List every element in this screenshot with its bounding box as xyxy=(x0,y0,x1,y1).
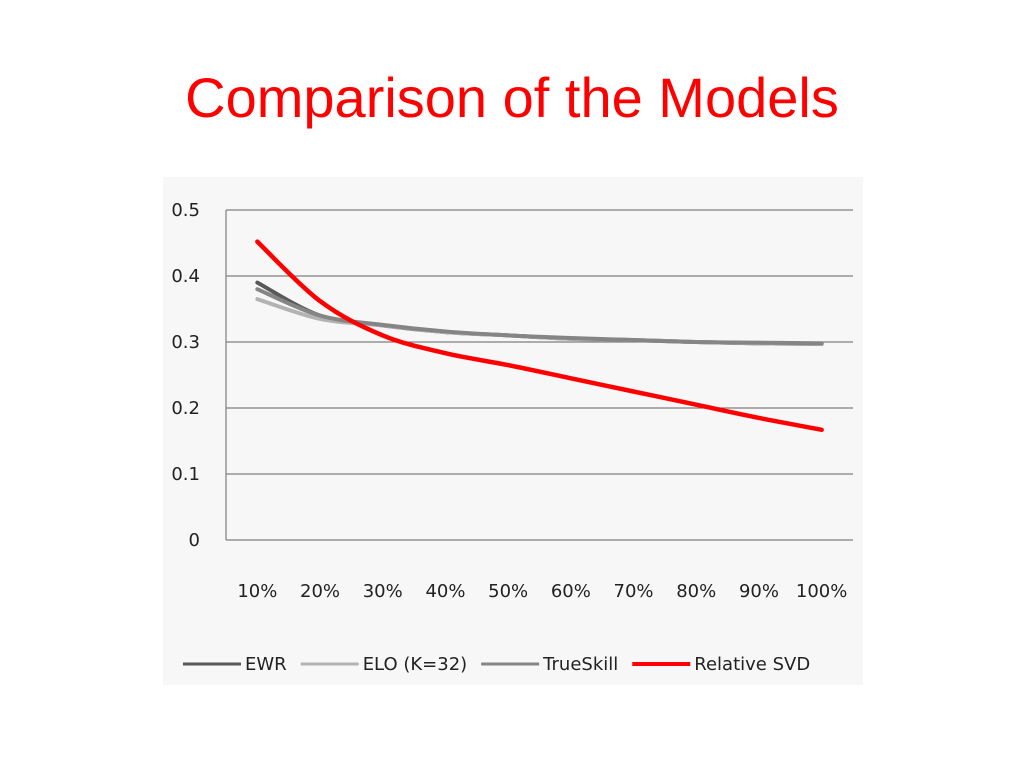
y-tick-label: 0.5 xyxy=(171,200,200,221)
x-tick-label: 30% xyxy=(363,581,403,602)
y-axis-ticks: 0 0.1 0.2 0.3 0.4 0.5 xyxy=(171,200,200,551)
series-line-trueskill xyxy=(255,287,824,346)
grid-lines xyxy=(225,209,853,541)
y-tick-label: 0.4 xyxy=(171,266,200,287)
legend: EWR ELO (K=32) TrueSkill Relative SVD xyxy=(183,654,810,675)
legend-label-elo-k-32: ELO (K=32) xyxy=(363,654,467,675)
x-tick-label: 40% xyxy=(425,581,465,602)
series-lines xyxy=(255,239,824,433)
x-tick-label: 20% xyxy=(300,581,340,602)
y-tick-label: 0 xyxy=(189,530,200,551)
legend-label-relative-svd: Relative SVD xyxy=(694,654,810,675)
legend-label-trueskill: TrueSkill xyxy=(542,654,618,675)
x-tick-label: 80% xyxy=(676,581,716,602)
x-axis-ticks: 10% 20% 30% 40% 50% 60% 70% 80% 90% 100% xyxy=(237,581,847,602)
y-tick-label: 0.3 xyxy=(171,332,200,353)
legend-label-ewr: EWR xyxy=(245,654,287,675)
slide-title: Comparison of the Models xyxy=(185,66,839,129)
chart-panel: 0 0.1 0.2 0.3 0.4 0.5 10% 20% 30% 40% 50% 60% 70% 80… xyxy=(163,177,863,685)
x-tick-label: 60% xyxy=(551,581,591,602)
series-line-relative-svd xyxy=(255,239,824,433)
y-tick-label: 0.1 xyxy=(171,464,200,485)
line-chart: 0 0.1 0.2 0.3 0.4 0.5 10% 20% 30% 40% 50% 60% 70% 80… xyxy=(171,200,853,675)
x-tick-label: 10% xyxy=(237,581,277,602)
y-tick-label: 0.2 xyxy=(171,398,200,419)
x-tick-label: 70% xyxy=(614,581,654,602)
x-tick-label: 50% xyxy=(488,581,528,602)
x-tick-label: 90% xyxy=(739,581,779,602)
x-tick-label: 100% xyxy=(796,581,847,602)
